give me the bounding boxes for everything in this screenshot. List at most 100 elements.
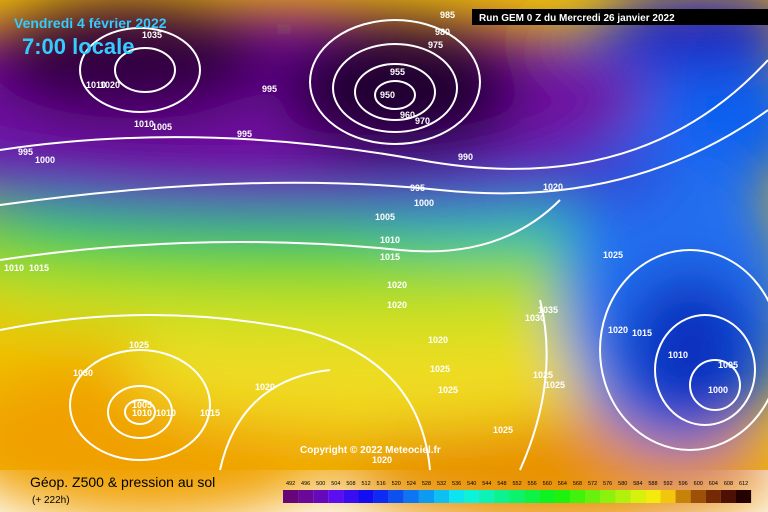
- color-swatch: [720, 490, 736, 503]
- isobar-label: 955: [390, 67, 405, 77]
- color-swatch: [690, 490, 706, 503]
- isobar-label: 1025: [438, 385, 458, 395]
- color-swatch: [479, 490, 495, 503]
- color-label: 556: [528, 481, 537, 487]
- isobar-label: 995: [237, 129, 252, 139]
- isobar-label: 1020: [428, 335, 448, 345]
- color-label: 512: [361, 481, 370, 487]
- run-banner: [472, 9, 768, 25]
- isobar-label: 1005: [375, 212, 395, 222]
- isobar-label: 1035: [538, 305, 558, 315]
- color-swatch: [600, 490, 616, 503]
- color-swatch: [313, 490, 329, 503]
- isobar-label: 980: [435, 27, 450, 37]
- isobar-label: 950: [380, 90, 395, 100]
- color-swatch: [660, 490, 676, 503]
- isobar-label: 1020: [100, 80, 120, 90]
- isobar-label: 1010: [134, 119, 154, 129]
- isobar-label: 1015: [632, 328, 652, 338]
- copyright: Copyright © 2022 Meteociel.fr: [300, 445, 441, 456]
- color-swatch: [630, 490, 646, 503]
- color-swatch: [554, 490, 570, 503]
- color-label: 516: [377, 481, 386, 487]
- color-swatch: [449, 490, 465, 503]
- forecast-date: Vendredi 4 février 2022: [14, 15, 167, 31]
- color-label: 608: [724, 481, 733, 487]
- color-swatch: [615, 490, 631, 503]
- isobar-label: 1010: [156, 408, 176, 418]
- color-label: 508: [346, 481, 355, 487]
- color-label: 540: [467, 481, 476, 487]
- isobar-label: 995: [262, 84, 277, 94]
- color-label: 572: [588, 481, 597, 487]
- color-swatch: [343, 490, 359, 503]
- color-swatch: [403, 490, 419, 503]
- isobar-label: 1000: [35, 155, 55, 165]
- isobar-label: 1025: [533, 370, 553, 380]
- color-label: 612: [739, 481, 748, 487]
- color-swatch: [585, 490, 601, 503]
- isobar-label: 990: [458, 152, 473, 162]
- isobar-label: 1020: [543, 182, 563, 192]
- isobar-label: 1020: [608, 325, 628, 335]
- color-swatch: [524, 490, 540, 503]
- color-label: 548: [497, 481, 506, 487]
- color-label: 504: [331, 481, 340, 487]
- color-label: 496: [301, 481, 310, 487]
- color-swatch: [736, 490, 752, 503]
- color-swatch: [283, 490, 299, 503]
- isobar-label: 1010: [380, 235, 400, 245]
- isobar-label: 1020: [255, 382, 275, 392]
- isobar-label: 1020: [372, 455, 392, 465]
- isobar-label: 1005: [132, 400, 152, 410]
- lead-time: (+ 222h): [32, 495, 70, 506]
- isobar-label: 1020: [387, 280, 407, 290]
- color-label: 552: [512, 481, 521, 487]
- isobar-label: 1030: [73, 368, 93, 378]
- color-label: 584: [633, 481, 642, 487]
- isobar-label: 1025: [129, 340, 149, 350]
- color-label: 576: [603, 481, 612, 487]
- color-swatch: [328, 490, 344, 503]
- isobar-label: 1000: [414, 198, 434, 208]
- isobar-label: 1010: [86, 80, 106, 90]
- isobar-label: 1015: [29, 263, 49, 273]
- colorbar: 492 496 500 504 508 512 516 520 524 528 532 536 540 5…: [283, 481, 752, 503]
- isobar-label: 1005: [152, 122, 172, 132]
- color-label: 588: [648, 481, 657, 487]
- run-info: Run GEM 0 Z du Mercredi 26 janvier 2022: [479, 13, 675, 24]
- isobar-label: 1005: [718, 360, 738, 370]
- color-label: 596: [679, 481, 688, 487]
- color-swatch: [675, 490, 691, 503]
- color-swatch: [298, 490, 314, 503]
- color-swatch: [358, 490, 374, 503]
- isobar-label: 1015: [200, 408, 220, 418]
- forecast-time: 7:00 locale: [22, 34, 135, 59]
- color-swatch: [418, 490, 434, 503]
- isobar-label: 1010: [668, 350, 688, 360]
- isobar-label: 970: [415, 116, 430, 126]
- isobar-label: 995: [410, 183, 425, 193]
- color-label: 600: [694, 481, 703, 487]
- isobar-label: 1025: [603, 250, 623, 260]
- footer-title: Géop. Z500 & pression au sol: [30, 474, 215, 490]
- color-swatch: [569, 490, 585, 503]
- isobar-label: 1025: [493, 425, 513, 435]
- color-label: 536: [452, 481, 461, 487]
- color-label: 492: [286, 481, 295, 487]
- color-swatch: [509, 490, 525, 503]
- isobar-label: 985: [440, 10, 455, 20]
- color-swatch: [434, 490, 450, 503]
- color-swatch: [464, 490, 480, 503]
- isobar-label: 1035: [142, 30, 162, 40]
- isobar-label: 960: [400, 110, 415, 120]
- color-label: 544: [482, 481, 491, 487]
- color-label: 520: [392, 481, 401, 487]
- isobar-label: 975: [428, 40, 443, 50]
- color-swatch: [494, 490, 510, 503]
- color-swatch: [388, 490, 404, 503]
- isobar-label: 1000: [708, 385, 728, 395]
